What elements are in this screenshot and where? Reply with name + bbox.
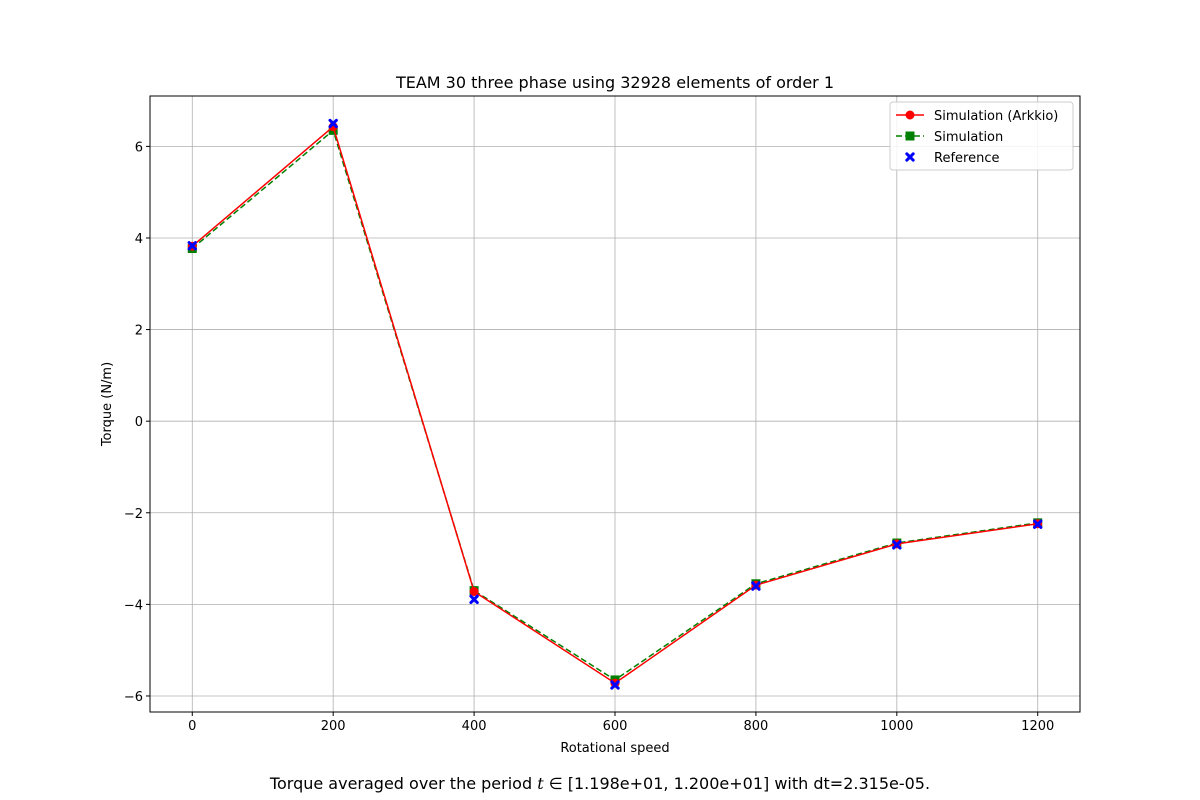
y-tick-label: −6: [124, 690, 143, 705]
x-tick-label: 0: [188, 719, 196, 734]
x-tick-label: 1200: [1021, 719, 1054, 734]
y-tick-label: 2: [135, 324, 143, 339]
caption-suffix: ∈ [1.198e+01, 1.200e+01] with dt=2.315e-…: [543, 774, 931, 793]
y-tick-label: −4: [124, 598, 143, 613]
data-point: [1033, 519, 1043, 529]
data-point: [892, 540, 902, 550]
x-tick-label: 400: [462, 719, 487, 734]
y-tick-label: 6: [135, 140, 143, 155]
chart-title: TEAM 30 three phase using 32928 elements…: [395, 73, 834, 92]
legend-box: [889, 101, 1074, 171]
data-point: [328, 118, 338, 129]
y-axis-label: Torque (N/m): [100, 362, 115, 447]
caption-prefix: Torque averaged over the period: [269, 774, 538, 793]
legend-item: Reference: [905, 151, 999, 166]
series-reference: [187, 118, 1043, 690]
legend-label: Reference: [934, 151, 999, 166]
x-tick-label: 1000: [880, 719, 913, 734]
x-tick-label: 200: [321, 719, 346, 734]
y-tick-label: 0: [135, 415, 143, 430]
data-point: [187, 241, 197, 251]
legend-marker: [905, 110, 915, 120]
data-point: [469, 594, 479, 605]
data-point: [751, 581, 761, 591]
legend: Simulation (Arkkio) Simulation Reference: [889, 101, 1074, 171]
legend-item: Simulation (Arkkio): [896, 109, 1058, 124]
y-tick-label: 4: [135, 232, 143, 247]
legend-label: Simulation (Arkkio): [934, 109, 1058, 124]
data-point: [610, 680, 620, 690]
torque-chart: 0 200 400 600 800 1000 1200 6 4 2 0 −2 −4 −6 TEAM 30 …: [100, 73, 1081, 756]
legend-label: Simulation: [934, 130, 1003, 145]
data-point: [469, 587, 479, 597]
y-tick-label: −2: [124, 507, 143, 522]
x-axis-label: Rotational speed: [560, 741, 669, 756]
x-tick-label: 800: [743, 719, 768, 734]
x-tick-label: 600: [603, 719, 628, 734]
caption: Torque averaged over the period t ∈ [1.1…: [0, 774, 1200, 793]
series-layer: [187, 118, 1043, 690]
axis-ticks: 0 200 400 600 800 1000 1200 6 4 2 0 −2 −4 −6: [124, 140, 1054, 734]
legend-item: Simulation: [896, 130, 1003, 145]
legend-marker: [905, 131, 915, 141]
legend-marker: [905, 152, 915, 162]
caption-math-variable: t: [537, 774, 544, 793]
grid: [150, 96, 1080, 712]
